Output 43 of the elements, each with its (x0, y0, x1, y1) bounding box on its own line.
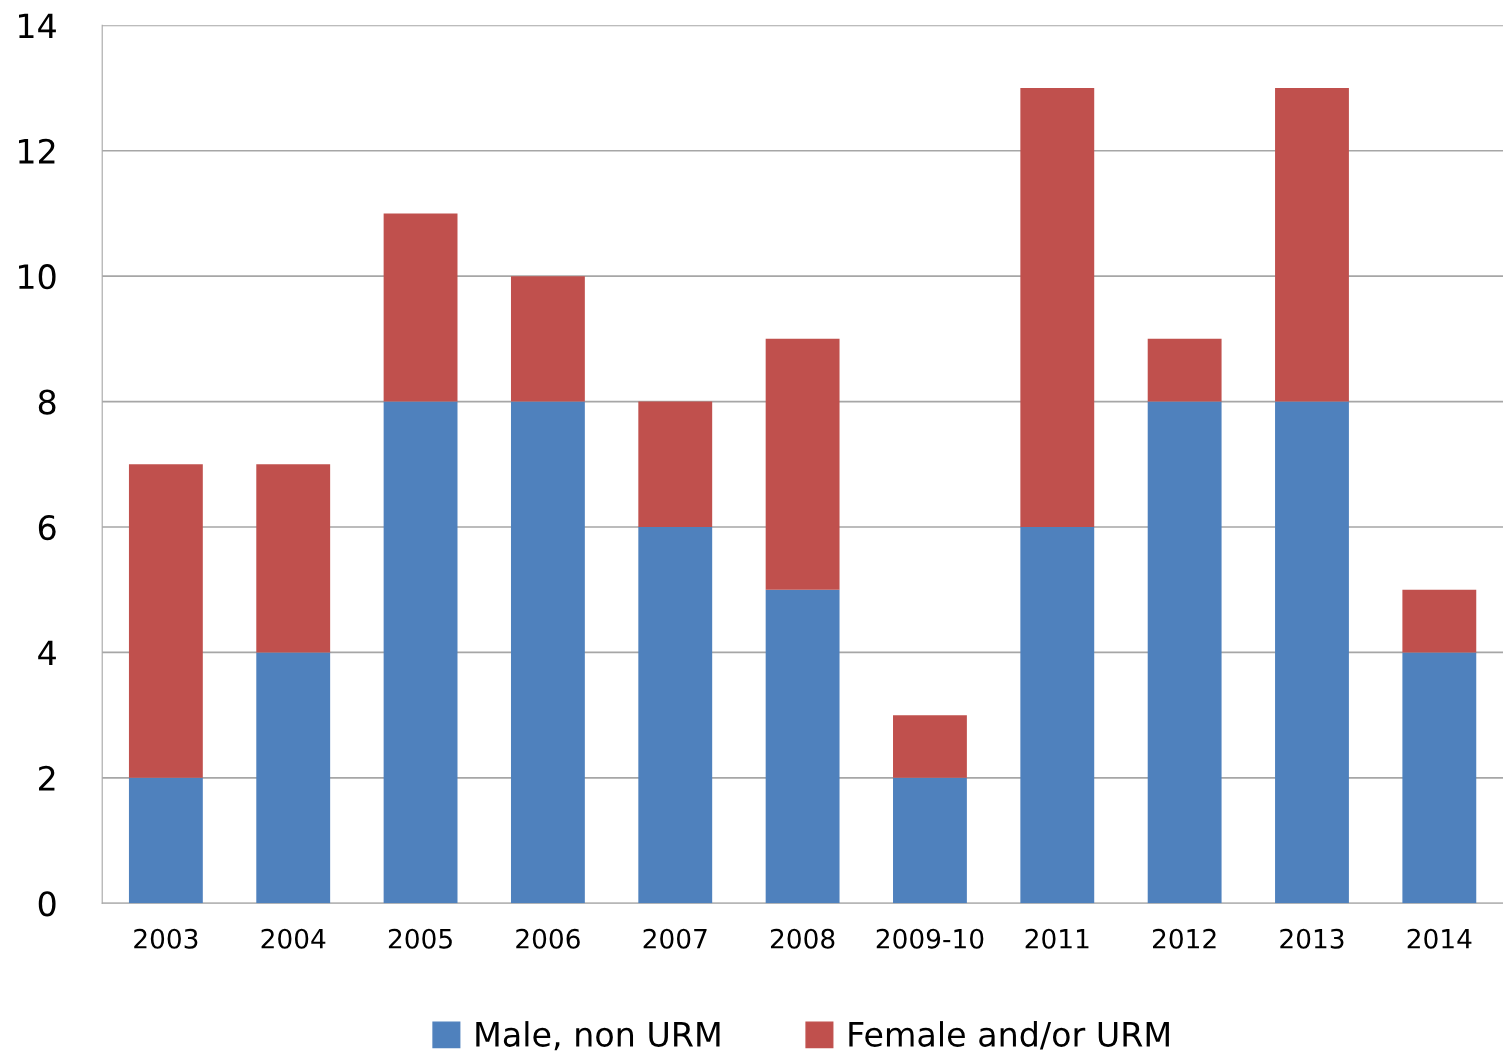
bar (638, 527, 713, 904)
x-tick-label: 2013 (1280, 928, 1344, 949)
bar (1402, 652, 1477, 904)
bar (1275, 401, 1349, 904)
bar (765, 589, 840, 904)
bar (893, 715, 967, 778)
x-tick-label: 2006 (516, 928, 580, 949)
bar (510, 401, 585, 904)
legend-label: Female and/or URM (849, 1021, 1169, 1050)
bar (383, 401, 458, 904)
bar (256, 464, 331, 653)
bar (1402, 589, 1477, 653)
y-tick-label: 10 (19, 264, 56, 290)
bar (893, 777, 967, 904)
bar (128, 777, 203, 904)
bar (1147, 401, 1222, 904)
bar (256, 652, 331, 904)
bar (1020, 527, 1095, 904)
x-tick-label: 2014 (1407, 928, 1472, 949)
y-tick-label: 12 (19, 138, 55, 164)
bar (510, 276, 585, 402)
legend-label: Male, non URM (476, 1021, 720, 1051)
x-tick-label: 2009-10 (876, 928, 984, 949)
y-tick-label: 0 (38, 891, 56, 917)
bar (765, 338, 840, 590)
x-tick-label: 2005 (388, 928, 452, 949)
bar (1020, 88, 1095, 527)
x-tick-label: 2004 (261, 928, 326, 949)
bar (638, 401, 713, 527)
y-tick-label: 8 (38, 389, 56, 415)
y-tick-label: 2 (38, 765, 55, 791)
x-tick-label: 2012 (1152, 928, 1216, 949)
y-tick-label: 4 (38, 640, 56, 666)
bar (128, 464, 203, 778)
x-tick-label: 2007 (643, 928, 707, 949)
x-tick-label: 2011 (1025, 928, 1089, 949)
bar (1275, 88, 1349, 402)
x-tick-label: 2008 (770, 928, 835, 949)
x-tick-label: 2003 (134, 928, 198, 949)
y-tick-label: 6 (38, 514, 56, 541)
bar (1147, 338, 1222, 402)
y-tick-label: 14 (19, 13, 56, 38)
bar (383, 213, 458, 402)
